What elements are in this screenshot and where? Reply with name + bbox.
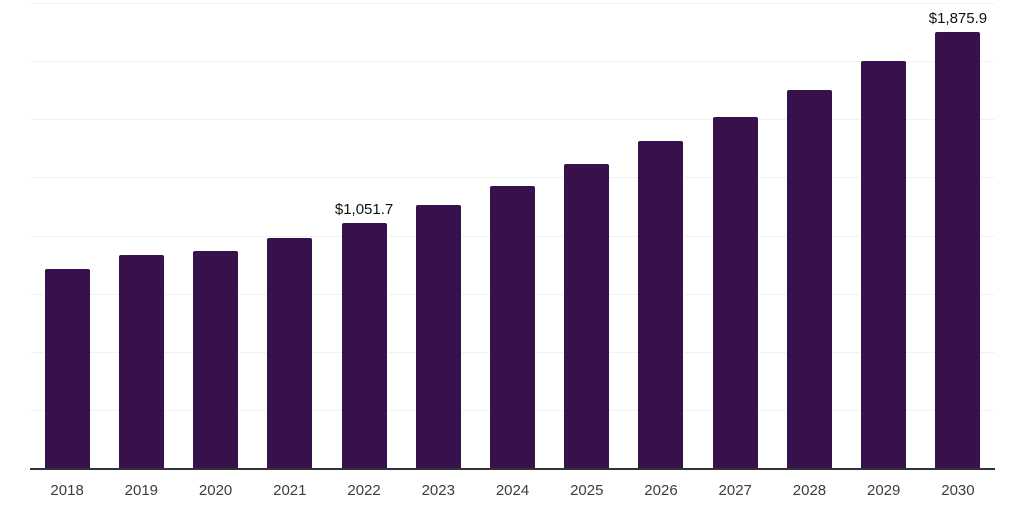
bar-slot-2022: $1,051.7 (327, 3, 401, 468)
bar-2029 (861, 60, 907, 468)
x-tick-label-2021: 2021 (273, 482, 307, 499)
bar-slot-2029 (847, 3, 921, 468)
bar-2024 (490, 185, 536, 468)
bar-2021 (267, 237, 313, 468)
bar-slot-2024 (475, 3, 549, 468)
bar-2019 (118, 254, 164, 468)
gridline (30, 3, 995, 4)
bars-container: $1,051.7 $1,875.9 (30, 3, 995, 468)
gridline (30, 119, 995, 121)
bar-slot-2023 (401, 3, 475, 468)
x-tick-label-2028: 2028 (792, 482, 827, 499)
x-tick-label-2024: 2024 (495, 482, 530, 499)
x-tick-label-2023: 2023 (421, 482, 455, 499)
x-tick-label-2026: 2026 (644, 482, 678, 499)
x-tick-label-2030: 2030 (941, 482, 975, 499)
bar-value-label-2022: $1,051.7 (334, 201, 394, 219)
bar-slot-2021 (253, 3, 327, 468)
x-tick-label-2022: 2022 (347, 482, 381, 499)
x-tick-label-2020: 2020 (198, 482, 233, 499)
bar-2023 (415, 205, 461, 468)
x-tick-label-2018: 2018 (50, 482, 84, 499)
bar-slot-2025 (550, 3, 624, 468)
bar-2020 (193, 250, 239, 468)
gridline (30, 61, 995, 63)
bar-2018 (44, 268, 90, 468)
x-tick-label-2019: 2019 (124, 482, 159, 499)
x-tick-label-2027: 2027 (718, 482, 752, 499)
bar-2027 (712, 117, 758, 468)
bar-slot-2019 (104, 3, 178, 468)
bar-slot-2030: $1,875.9 (921, 3, 995, 468)
bar-slot-2020 (178, 3, 252, 468)
bar-2030 (935, 31, 981, 468)
bar-2026 (638, 141, 684, 468)
plot-area: $1,051.7 $1,875.9 (30, 3, 995, 470)
bar-value-label-2030: $1,875.9 (928, 9, 988, 27)
gridline (30, 177, 995, 179)
bar-slot-2027 (698, 3, 772, 468)
bar-2022 (341, 223, 387, 468)
bar-2028 (786, 90, 832, 468)
x-axis: 2018 2019 2020 2021 2022 2023 2024 2025 2026 2027… (30, 482, 995, 499)
x-tick-label-2025: 2025 (570, 482, 604, 499)
bar-slot-2028 (772, 3, 846, 468)
bar-slot-2026 (624, 3, 698, 468)
bar-2025 (564, 164, 610, 468)
x-tick-label-2029: 2029 (867, 482, 901, 499)
bar-slot-2018 (30, 3, 104, 468)
